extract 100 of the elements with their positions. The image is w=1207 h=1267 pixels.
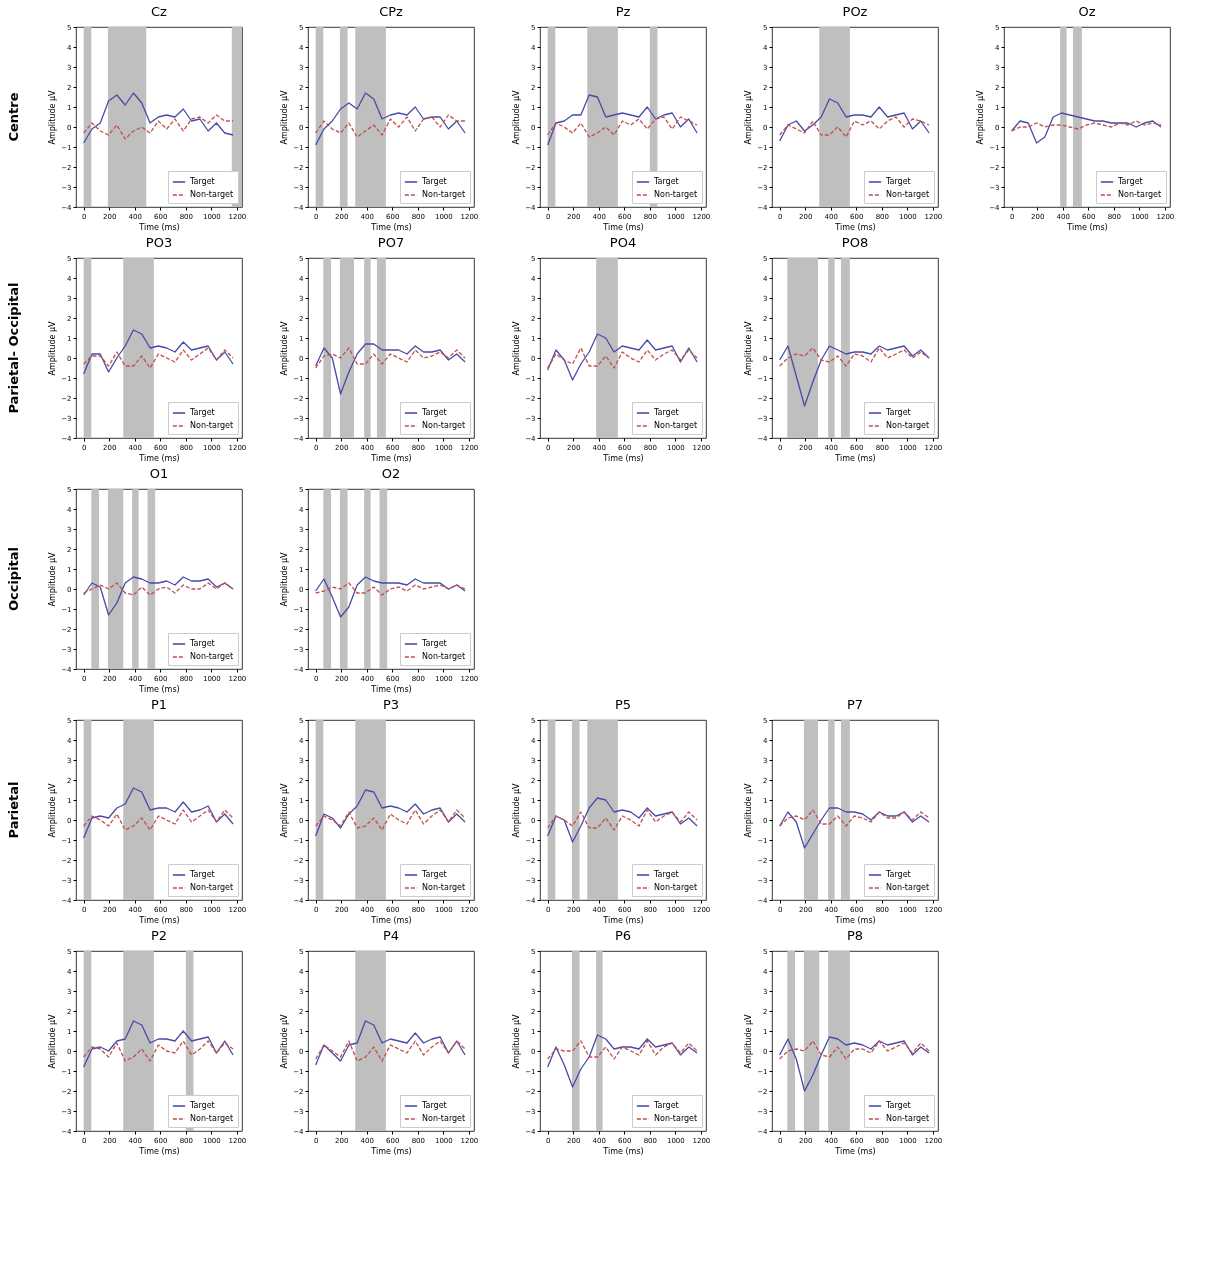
y-axis-title: Amplitude μV (48, 1013, 58, 1069)
line-series (547, 797, 698, 843)
line-series (779, 116, 930, 138)
line-series (83, 114, 234, 140)
legend-label: Non-target (190, 883, 234, 892)
y-axis-title: Amplitude μV (280, 1013, 290, 1069)
x-axis-title: Time (ms) (138, 222, 180, 232)
x-axis-title: Time (ms) (370, 915, 412, 925)
line-series (1011, 120, 1162, 132)
text: Occipital (6, 546, 21, 612)
legend-label: Non-target (886, 883, 930, 892)
legend-label: Non-target (654, 421, 698, 430)
legend-label: Non-target (422, 883, 466, 892)
chart-title: P2 (150, 928, 168, 943)
y-axis-title: Amplitude μV (744, 89, 754, 145)
x-axis-title: Time (ms) (370, 684, 412, 694)
x-axis-title: Time (ms) (138, 915, 180, 925)
x-axis-title: Time (ms) (602, 915, 644, 925)
y-axis-title: Amplitude μV (48, 551, 58, 607)
legend-label: Target (885, 870, 911, 879)
y-axis-title: Amplitude μV (976, 89, 986, 145)
chart-title: P4 (382, 928, 400, 943)
y-axis-title: Amplitude μV (512, 1013, 522, 1069)
legend-label: Non-target (190, 421, 234, 430)
y-axis-title: Amplitude μV (280, 782, 290, 838)
legend-label: Non-target (1118, 190, 1162, 199)
chart-title: O2 (381, 466, 401, 481)
line-series (779, 345, 930, 407)
y-axis-title: Amplitude μV (280, 320, 290, 376)
y-axis-title: Amplitude μV (48, 89, 58, 145)
chart-title: P1 (150, 697, 168, 712)
text: Parietal- Occipital (6, 282, 21, 414)
legend-label: Non-target (886, 190, 930, 199)
legend-label: Non-target (422, 190, 466, 199)
line-series (83, 1040, 234, 1062)
line-series (83, 809, 234, 831)
x-axis-title: Time (ms) (370, 222, 412, 232)
line-series (779, 347, 930, 367)
legend-label: Non-target (190, 652, 234, 661)
legend-label: Target (885, 1101, 911, 1110)
legend-label: Target (421, 870, 447, 879)
legend-label: Non-target (654, 190, 698, 199)
chart-title: O1 (149, 466, 169, 481)
x-axis-title: Time (ms) (834, 222, 876, 232)
legend-label: Non-target (422, 421, 466, 430)
x-axis-title: Time (ms) (834, 915, 876, 925)
line-series (315, 582, 466, 596)
y-axis-title: Amplitude μV (512, 782, 522, 838)
x-axis-title: Time (ms) (602, 1146, 644, 1156)
line-series (315, 92, 466, 146)
chart-title: CPz (379, 4, 404, 19)
legend-label: Target (189, 408, 215, 417)
line-series (83, 347, 234, 369)
line-series (315, 576, 466, 618)
x-axis-title: Time (ms) (138, 684, 180, 694)
line-series (779, 809, 930, 827)
line-series (779, 1036, 930, 1092)
line-series (779, 98, 930, 142)
line-series (83, 1020, 234, 1068)
legend-label: Non-target (190, 1114, 234, 1123)
text: Parietal (6, 781, 21, 839)
legend-label: Non-target (422, 1114, 466, 1123)
line-series (779, 807, 930, 849)
chart-title: PO7 (377, 235, 405, 250)
chart-title: PO4 (609, 235, 637, 250)
x-axis-title: Time (ms) (138, 1146, 180, 1156)
line-series (315, 347, 466, 369)
line-series (83, 329, 234, 375)
chart-title: P5 (614, 697, 632, 712)
x-axis-title: Time (ms) (1066, 222, 1108, 232)
y-axis-title: Amplitude μV (48, 782, 58, 838)
line-series (547, 333, 698, 381)
x-axis-title: Time (ms) (370, 1146, 412, 1156)
line-series (315, 789, 466, 837)
legend-label: Non-target (886, 421, 930, 430)
chart-title: PO3 (145, 235, 173, 250)
legend-label: Target (653, 177, 679, 186)
legend-label: Target (653, 1101, 679, 1110)
line-series (315, 809, 466, 831)
legend-label: Target (189, 177, 215, 186)
legend-label: Target (653, 408, 679, 417)
line-series (315, 1040, 466, 1062)
line-series (83, 582, 234, 596)
legend-label: Target (421, 408, 447, 417)
legend-label: Target (189, 639, 215, 648)
chart-title: P3 (382, 697, 400, 712)
x-axis-title: Time (ms) (370, 453, 412, 463)
legend-label: Target (885, 177, 911, 186)
legend-label: Target (189, 1101, 215, 1110)
y-axis-title: Amplitude μV (48, 320, 58, 376)
x-axis-title: Time (ms) (602, 222, 644, 232)
legend-label: Non-target (654, 883, 698, 892)
x-axis-title: Time (ms) (138, 453, 180, 463)
line-series (779, 1040, 930, 1060)
chart-title: Pz (615, 4, 631, 19)
legend-label: Target (1117, 177, 1143, 186)
y-axis-title: Amplitude μV (744, 782, 754, 838)
line-series (547, 1034, 698, 1088)
line-series (547, 1040, 698, 1060)
line-series (83, 576, 234, 616)
